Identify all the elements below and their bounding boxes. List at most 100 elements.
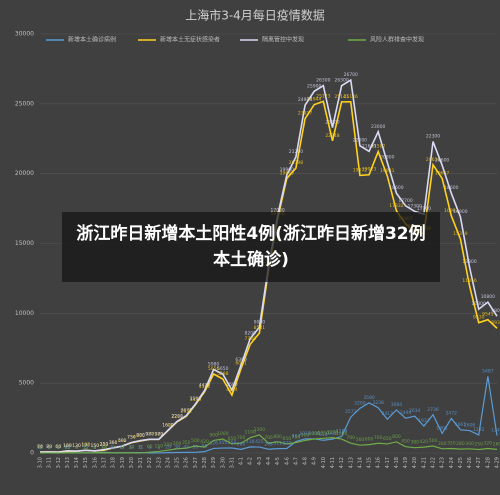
data-label: 17000	[270, 208, 284, 214]
data-label: 4	[157, 445, 160, 451]
data-label: 150	[91, 443, 100, 449]
x-tick-label: 3-14	[74, 457, 80, 468]
data-label: 19923	[362, 167, 376, 173]
data-label: 3084	[391, 402, 403, 408]
data-label: 130	[72, 443, 81, 449]
data-label: 9	[121, 445, 124, 451]
data-label: 10	[65, 445, 71, 451]
data-label: 26700	[344, 72, 358, 78]
data-label: 29	[165, 445, 171, 451]
data-label: 17	[119, 445, 125, 451]
data-label: 21200	[289, 149, 303, 155]
data-label: 25146	[344, 94, 358, 100]
y-tick-label: 5000	[19, 380, 34, 387]
x-tick-label: 4-9	[312, 457, 318, 465]
x-tick-label: 3-19	[120, 457, 126, 468]
y-tick-label: 15000	[15, 240, 34, 247]
data-label: 26300	[316, 78, 330, 84]
data-label: 914	[319, 432, 328, 438]
x-tick-label: 4-20	[412, 457, 418, 468]
data-label: 1000	[308, 431, 320, 437]
x-tick-label: 4-23	[440, 457, 446, 468]
data-label: 9330	[473, 315, 485, 321]
data-label: 300	[173, 441, 182, 447]
data-label: 750	[292, 435, 301, 441]
data-label: 9800	[491, 308, 500, 314]
y-tick-label: 30000	[15, 31, 34, 38]
x-tick-label: 3-27	[193, 457, 199, 468]
legend-label: 新增本土确诊病例	[68, 36, 116, 44]
data-label: 1606	[464, 423, 476, 429]
data-label: 4	[148, 445, 151, 451]
data-label: 800	[273, 434, 282, 440]
x-tick-label: 4-29	[495, 457, 500, 468]
data-label: 650	[383, 436, 392, 442]
data-label: 355	[219, 440, 228, 446]
data-label: 13300	[462, 259, 476, 265]
data-label: 900	[301, 432, 310, 438]
data-label: 22000	[353, 138, 367, 144]
data-label: 130	[72, 443, 81, 449]
data-label: 26300	[334, 78, 348, 84]
data-label: 9	[75, 445, 78, 451]
data-label: 380	[410, 440, 419, 446]
data-label: 420	[200, 439, 209, 445]
data-label: 1401	[436, 425, 448, 431]
x-tick-label: 4-15	[367, 457, 373, 468]
data-label: 366	[109, 440, 118, 446]
data-label: 20634	[426, 157, 440, 163]
data-label: 15319	[453, 231, 467, 237]
data-label: 19831	[380, 168, 394, 174]
data-label: 23000	[371, 124, 385, 130]
data-label: 750	[127, 435, 136, 441]
x-tick-label: 3-16	[92, 457, 98, 468]
x-tick-label: 4-6	[284, 457, 290, 465]
data-label: 19660	[280, 170, 294, 176]
data-label: 1006	[308, 431, 320, 437]
data-label: 2736	[427, 407, 439, 413]
data-label: 4	[57, 445, 60, 451]
x-tick-label: 4-8	[303, 457, 309, 465]
data-label: 1100	[327, 430, 339, 436]
x-tick-label: 4-13	[348, 457, 354, 468]
data-label: 70	[37, 444, 43, 450]
x-tick-label: 4-24	[449, 457, 455, 468]
data-label: 5650	[217, 366, 229, 372]
data-label: 311	[273, 441, 282, 447]
data-label: 6300	[235, 357, 247, 363]
x-tick-label: 4-11	[330, 457, 336, 468]
data-label: 31	[138, 445, 144, 451]
data-label: 64	[37, 444, 43, 450]
data-label: 22348	[325, 133, 339, 139]
data-label: 18600	[444, 185, 458, 191]
data-label: 20600	[435, 157, 449, 163]
data-label: 650	[282, 436, 291, 442]
data-label: 197	[81, 442, 90, 448]
data-label: 25900	[307, 83, 321, 89]
data-label: 50	[193, 444, 199, 450]
data-label: 1015	[299, 431, 311, 437]
data-label: 4470	[199, 383, 211, 389]
data-label: 300	[465, 441, 474, 447]
x-tick-label: 3-29	[211, 457, 217, 468]
data-label: 18600	[389, 185, 403, 191]
data-label: 500	[118, 438, 127, 444]
data-label: 1300	[254, 427, 266, 433]
data-label: 23300	[325, 120, 339, 126]
data-label: 2260	[171, 413, 183, 419]
x-tick-label: 3-31	[229, 457, 235, 468]
data-label: 1620	[162, 422, 174, 428]
data-label: 1292	[473, 427, 485, 433]
data-label: 4381	[199, 384, 211, 390]
data-label: 320	[484, 441, 493, 447]
data-label: 1000	[336, 431, 348, 437]
data-label: 78	[46, 444, 52, 450]
data-label: 6051	[235, 360, 247, 366]
data-label: 1050	[318, 430, 330, 436]
x-tick-label: 4-18	[394, 457, 400, 468]
data-label: 24	[129, 445, 135, 451]
data-label: 19900	[280, 167, 294, 173]
x-tick-label: 4-16	[376, 457, 382, 468]
